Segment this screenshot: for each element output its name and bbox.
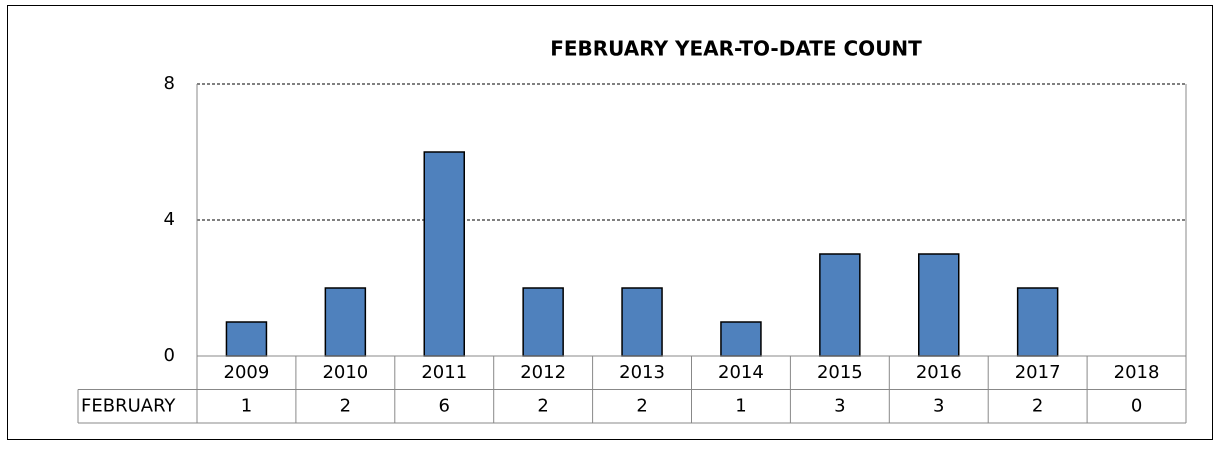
x-tick-label: 2010: [322, 362, 368, 383]
chart-title: FEBRUARY YEAR-TO-DATE COUNT: [550, 37, 922, 61]
x-tick-label: 2013: [619, 362, 665, 383]
chart-border: [7, 5, 1213, 440]
x-tick-label: 2014: [718, 362, 764, 383]
bar: [225, 321, 268, 357]
table-value: 6: [439, 395, 450, 416]
bar: [621, 287, 663, 357]
y-tick-label: 0: [164, 345, 175, 366]
y-tick-label: 4: [164, 209, 175, 230]
table-value: 2: [340, 395, 351, 416]
bar: [324, 287, 367, 357]
table-value: 0: [1131, 395, 1142, 416]
y-tick-label: 8: [164, 73, 175, 94]
x-tick-label: 2012: [520, 362, 566, 383]
table-value: 2: [636, 395, 647, 416]
x-tick-label: 2016: [916, 362, 962, 383]
x-tick-label: 2018: [1114, 362, 1160, 383]
bar: [720, 321, 762, 357]
table-value: 3: [933, 395, 944, 416]
bar: [918, 253, 960, 357]
x-tick-label: 2009: [224, 362, 270, 383]
bar: [819, 253, 861, 357]
bar: [522, 287, 564, 357]
x-tick-label: 2015: [817, 362, 863, 383]
x-tick-label: 2017: [1015, 362, 1061, 383]
table-value: 2: [537, 395, 548, 416]
table-value: 1: [241, 395, 252, 416]
bar: [423, 151, 465, 357]
table-value: 1: [735, 395, 746, 416]
x-tick-label: 2011: [421, 362, 467, 383]
table-value: 3: [834, 395, 845, 416]
bar: [1016, 287, 1059, 357]
table-value: 2: [1032, 395, 1043, 416]
legend-label: FEBRUARY: [81, 395, 176, 416]
